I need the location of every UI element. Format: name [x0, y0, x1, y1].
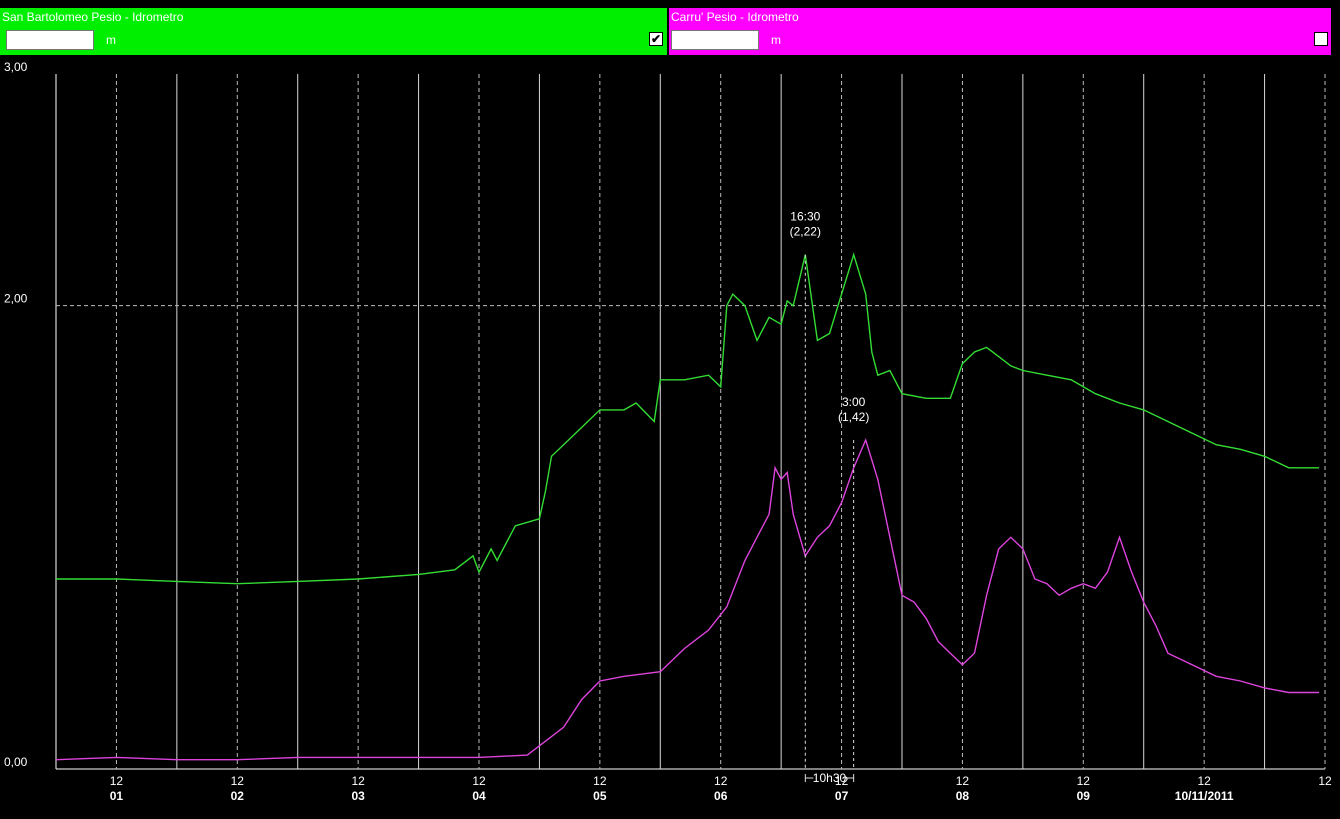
peak-annotation-time: 16:30 [790, 210, 820, 224]
x-tick-label-noon: 12 [956, 774, 970, 788]
station-visible-checkbox[interactable] [1314, 32, 1328, 46]
x-tick-label-noon: 12 [593, 774, 607, 788]
station-unit: m [106, 33, 116, 47]
x-tick-label-noon: 12 [472, 774, 486, 788]
x-tick-label-noon: 12 [351, 774, 365, 788]
x-tick-label-noon: 12 [1197, 774, 1211, 788]
peak-annotation-time: 3:00 [842, 395, 866, 409]
x-tick-label-day: 09 [1077, 789, 1091, 803]
x-tick-label-day: 08 [956, 789, 970, 803]
x-tick-label-day: 02 [231, 789, 245, 803]
x-tick-label-noon: 12 [110, 774, 124, 788]
x-tick-label-day: 10/11/2011 [1175, 789, 1234, 803]
x-tick-label-day: 04 [472, 789, 486, 803]
station-panel-san-bartolomeo: San Bartolomeo Pesio - Idrometro m ✔ [0, 8, 667, 55]
x-tick-label-day: 06 [714, 789, 728, 803]
y-tick-label: 2,00 [4, 292, 28, 306]
peak-span-label: 10h30 [813, 771, 847, 785]
station-unit: m [771, 33, 781, 47]
series-line-san-bartolomeo [56, 252, 1319, 585]
x-tick-label-day: 05 [593, 789, 607, 803]
peak-annotation-value: (2,22) [790, 225, 821, 239]
station-value-field[interactable] [671, 30, 759, 50]
hydrometer-chart: 1201120212031204120512061207120812091210… [4, 60, 1332, 803]
station-value-field[interactable] [6, 30, 94, 50]
station-title: San Bartolomeo Pesio - Idrometro [2, 10, 184, 24]
series-line-carru [55, 437, 1319, 761]
x-tick-label-noon: 12 [714, 774, 728, 788]
x-tick-label-noon: 12 [835, 774, 849, 788]
y-tick-label: 0,00 [4, 755, 28, 769]
peak-annotation-value: (1,42) [838, 410, 869, 424]
station-visible-checkbox[interactable]: ✔ [649, 32, 663, 46]
x-tick-label-noon: 12 [1318, 774, 1332, 788]
x-tick-label-day: 01 [110, 789, 124, 803]
x-tick-label-noon: 12 [1077, 774, 1091, 788]
y-tick-label: 3,00 [4, 60, 28, 74]
station-title: Carru' Pesio - Idrometro [671, 10, 799, 24]
station-header-bar: San Bartolomeo Pesio - Idrometro m ✔ Car… [0, 0, 1340, 56]
x-tick-label-day: 07 [835, 789, 849, 803]
station-panel-carru: Carru' Pesio - Idrometro m [669, 8, 1331, 55]
x-tick-label-day: 03 [351, 789, 365, 803]
x-tick-label-noon: 12 [231, 774, 245, 788]
